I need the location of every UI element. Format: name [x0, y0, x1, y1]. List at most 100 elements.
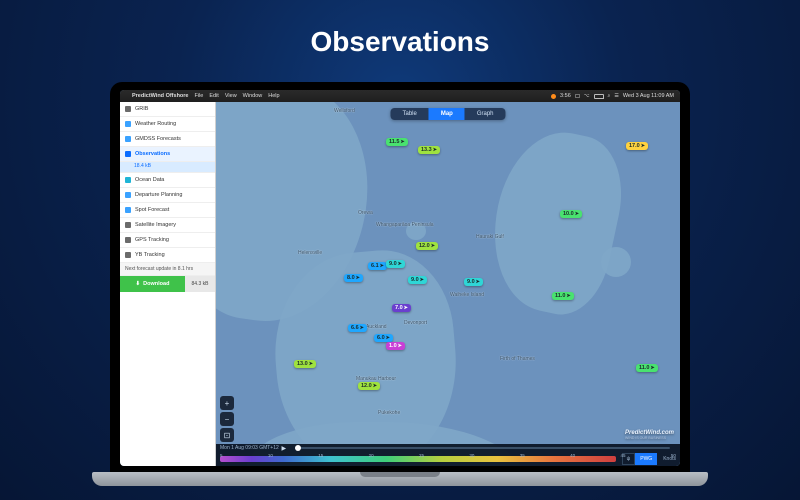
observation-marker[interactable]: 13.0➤ — [294, 360, 316, 368]
observation-marker[interactable]: 9.0➤ — [386, 260, 405, 268]
sidebar-item-label: GRIB — [135, 106, 148, 112]
menubar-view[interactable]: View — [225, 93, 237, 99]
observation-marker[interactable]: 9.0➤ — [408, 276, 427, 284]
mac-menubar: PredictWind Offshore File Edit View Wind… — [120, 90, 680, 102]
observation-marker[interactable]: 13.3➤ — [418, 146, 440, 154]
observation-marker[interactable]: 11.0➤ — [636, 364, 658, 372]
map-zoom-controls: + − ⊡ — [220, 396, 234, 442]
sidebar-item-spot-forecast[interactable]: Spot Forecast — [120, 203, 215, 218]
sidebar-item-satellite-imagery[interactable]: Satellite Imagery — [120, 218, 215, 233]
marker-value: 7.0 — [395, 305, 403, 311]
place-label: Helensville — [298, 250, 322, 256]
unit-option-psi[interactable]: ψ — [622, 453, 636, 465]
observation-marker[interactable]: 7.0➤ — [392, 304, 411, 312]
tab-table[interactable]: Table — [390, 108, 428, 120]
sidebar-item-weather-routing[interactable]: Weather Routing — [120, 117, 215, 132]
laptop-frame: PredictWind Offshore File Edit View Wind… — [92, 82, 708, 486]
status-indicator-icon — [551, 94, 556, 99]
sidebar-icon — [125, 136, 131, 142]
wind-direction-icon: ➤ — [650, 365, 654, 371]
sidebar-icon — [125, 207, 131, 213]
sidebar-item-label: GMDSS Forecasts — [135, 136, 181, 142]
sidebar-item-observations[interactable]: Observations — [120, 147, 215, 162]
marker-value: 10.0 — [563, 211, 574, 217]
sidebar-icon — [125, 252, 131, 258]
search-icon[interactable]: ⌕ — [608, 93, 611, 99]
download-icon: ⬇ — [136, 281, 141, 287]
menubar-app-name[interactable]: PredictWind Offshore — [132, 93, 188, 99]
observation-marker[interactable]: 11.0➤ — [552, 292, 574, 300]
screen-mirror-icon[interactable] — [575, 94, 580, 99]
sidebar-icon — [125, 151, 131, 157]
predictwind-logo: PredictWind.com WIND IS OUR BUSINESS — [625, 430, 674, 440]
observation-marker[interactable]: 1.0➤ — [386, 342, 405, 350]
sidebar-item-label: Weather Routing — [135, 121, 176, 127]
observation-marker[interactable]: 9.0➤ — [464, 278, 483, 286]
observation-marker[interactable]: 12.0➤ — [358, 382, 380, 390]
observation-marker[interactable]: 11.5➤ — [386, 138, 408, 146]
sidebar-icon — [125, 237, 131, 243]
menubar-help[interactable]: Help — [268, 93, 279, 99]
timeline-track[interactable] — [295, 447, 670, 449]
map-canvas[interactable]: Table Map Graph WellsfordOrewaHelensvill… — [216, 102, 680, 466]
marker-value: 13.0 — [297, 361, 308, 367]
marker-value: 1.0 — [389, 343, 397, 349]
zoom-out-button[interactable]: − — [220, 412, 234, 426]
wind-direction-icon: ➤ — [309, 361, 313, 367]
sidebar-item-departure-planning[interactable]: Departure Planning — [120, 188, 215, 203]
menubar-edit[interactable]: Edit — [209, 93, 218, 99]
place-label: Hauraki Gulf — [476, 234, 504, 240]
menubar-date[interactable]: Wed 3 Aug 11:09 AM — [623, 93, 674, 99]
place-label: Firth of Thames — [500, 356, 535, 362]
laptop-base — [92, 472, 708, 486]
sidebar-icon — [125, 222, 131, 228]
wind-direction-icon: ➤ — [386, 335, 390, 341]
sidebar-item-grib[interactable]: GRIB — [120, 102, 215, 117]
observation-marker[interactable]: 8.0➤ — [344, 274, 363, 282]
wind-direction-icon: ➤ — [380, 263, 384, 269]
observation-marker[interactable]: 6.1➤ — [368, 262, 387, 270]
marker-value: 9.0 — [389, 261, 397, 267]
view-segmented-control: Table Map Graph — [390, 108, 505, 120]
sidebar-item-gmdss-forecasts[interactable]: GMDSS Forecasts — [120, 132, 215, 147]
zoom-in-button[interactable]: + — [220, 396, 234, 410]
marker-value: 6.6 — [351, 325, 359, 331]
wind-direction-icon: ➤ — [476, 279, 480, 285]
zoom-fit-button[interactable]: ⊡ — [220, 428, 234, 442]
wind-direction-icon: ➤ — [356, 275, 360, 281]
sidebar-icon — [125, 192, 131, 198]
sidebar-item-gps-tracking[interactable]: GPS Tracking — [120, 233, 215, 248]
timeline-timestamp: Mon 1 Aug 09:03 GMT+12 — [220, 445, 279, 451]
marker-value: 6.1 — [371, 263, 379, 269]
observation-marker[interactable]: 10.0➤ — [560, 210, 582, 218]
sidebar-icon — [125, 106, 131, 112]
control-center-icon[interactable]: ☰ — [614, 93, 618, 99]
sidebar-item-ocean-data[interactable]: Ocean Data — [120, 173, 215, 188]
marker-value: 9.0 — [467, 279, 475, 285]
wind-scale-gradient — [220, 456, 616, 462]
wind-direction-icon: ➤ — [420, 277, 424, 283]
forecast-update-text: Next forecast update in 8.1 hrs — [120, 263, 215, 276]
tab-graph[interactable]: Graph — [465, 108, 506, 120]
sidebar-icon — [125, 177, 131, 183]
wind-scale-unit: Knots — [663, 456, 676, 462]
sidebar: GRIB Weather Routing GMDSS Forecasts Observ… — [120, 102, 216, 466]
tab-map[interactable]: Map — [429, 108, 465, 120]
sidebar-item-label: Departure Planning — [135, 192, 182, 198]
sidebar-item-yb-tracking[interactable]: YB Tracking — [120, 248, 215, 263]
battery-icon[interactable] — [594, 94, 604, 99]
unit-option-pwg[interactable]: PWG — [635, 453, 657, 465]
download-button[interactable]: ⬇ Download — [120, 276, 185, 292]
sidebar-item-label: Ocean Data — [135, 177, 164, 183]
observation-marker[interactable]: 6.6➤ — [348, 324, 367, 332]
observation-marker[interactable]: 17.0➤ — [626, 142, 648, 150]
marker-value: 11.5 — [389, 139, 399, 145]
wifi-icon[interactable]: ⌥ — [584, 93, 590, 99]
wind-direction-icon: ➤ — [641, 143, 645, 149]
sidebar-icon — [125, 121, 131, 127]
menubar-file[interactable]: File — [194, 93, 203, 99]
observation-marker[interactable]: 12.0➤ — [416, 242, 438, 250]
observation-marker[interactable]: 6.0➤ — [374, 334, 393, 342]
menubar-window[interactable]: Window — [243, 93, 263, 99]
timeline-playhead[interactable] — [295, 445, 301, 451]
